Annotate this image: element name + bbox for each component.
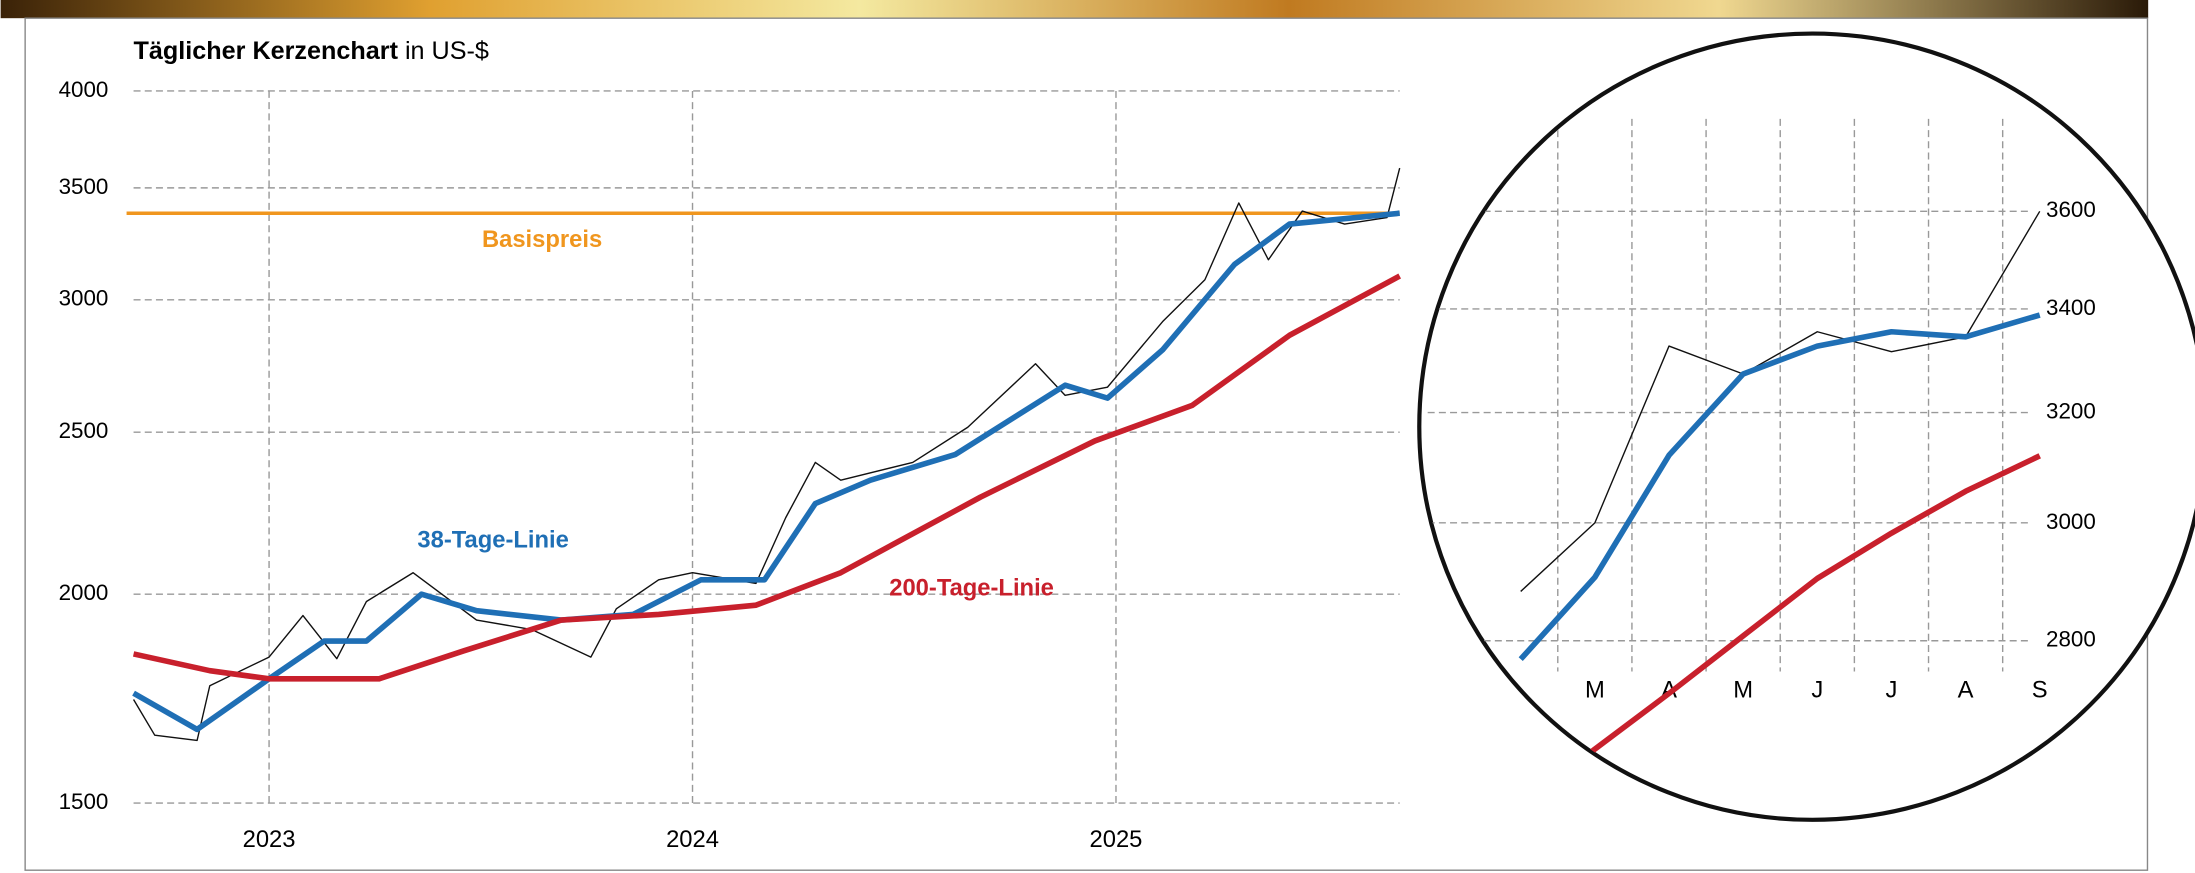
x-tick-label: J (1811, 676, 1823, 703)
x-tick-label: 2025 (1090, 826, 1143, 853)
y-tick-label: 2800 (2046, 627, 2096, 652)
annotation: Basispreis (482, 226, 602, 253)
line (132, 167, 1401, 742)
inset-circle (1417, 31, 2195, 822)
chart-title: Täglicher Kerzenchart in US-$ (134, 36, 489, 64)
title: Täglicher Kerzenchart (134, 36, 399, 64)
annotation: 38-Tage-Linie (417, 527, 568, 554)
subtitle: in US-$ (405, 36, 489, 64)
x-tick-label: S (2032, 676, 2048, 703)
x-tick-label: A (1958, 676, 1974, 703)
line (132, 273, 1402, 682)
y-tick-label: 3200 (2046, 398, 2096, 423)
y-tick-label: 4000 (59, 77, 109, 102)
y-tick-label: 1500 (59, 789, 109, 814)
x-tick-label: 2024 (666, 826, 719, 853)
line (1518, 312, 2041, 662)
y-tick-label: 3000 (59, 286, 109, 311)
x-tick-label: M (1585, 676, 1605, 703)
y-tick-label: 2500 (59, 418, 109, 443)
x-tick-label: J (1886, 676, 1898, 703)
y-tick-label: 2000 (59, 580, 109, 605)
line (132, 210, 1400, 733)
annotation: 200-Tage-Linie (889, 574, 1054, 601)
line (1520, 210, 2041, 592)
y-tick-label: 3500 (59, 174, 109, 199)
line (1518, 453, 2041, 811)
banner (0, 0, 2149, 19)
y-tick-label: 3600 (2046, 197, 2096, 222)
y-tick-label: 3000 (2046, 509, 2096, 534)
y-tick-label: 3400 (2046, 295, 2096, 320)
x-tick-label: M (1733, 676, 1753, 703)
x-tick-label: 2023 (243, 826, 296, 853)
